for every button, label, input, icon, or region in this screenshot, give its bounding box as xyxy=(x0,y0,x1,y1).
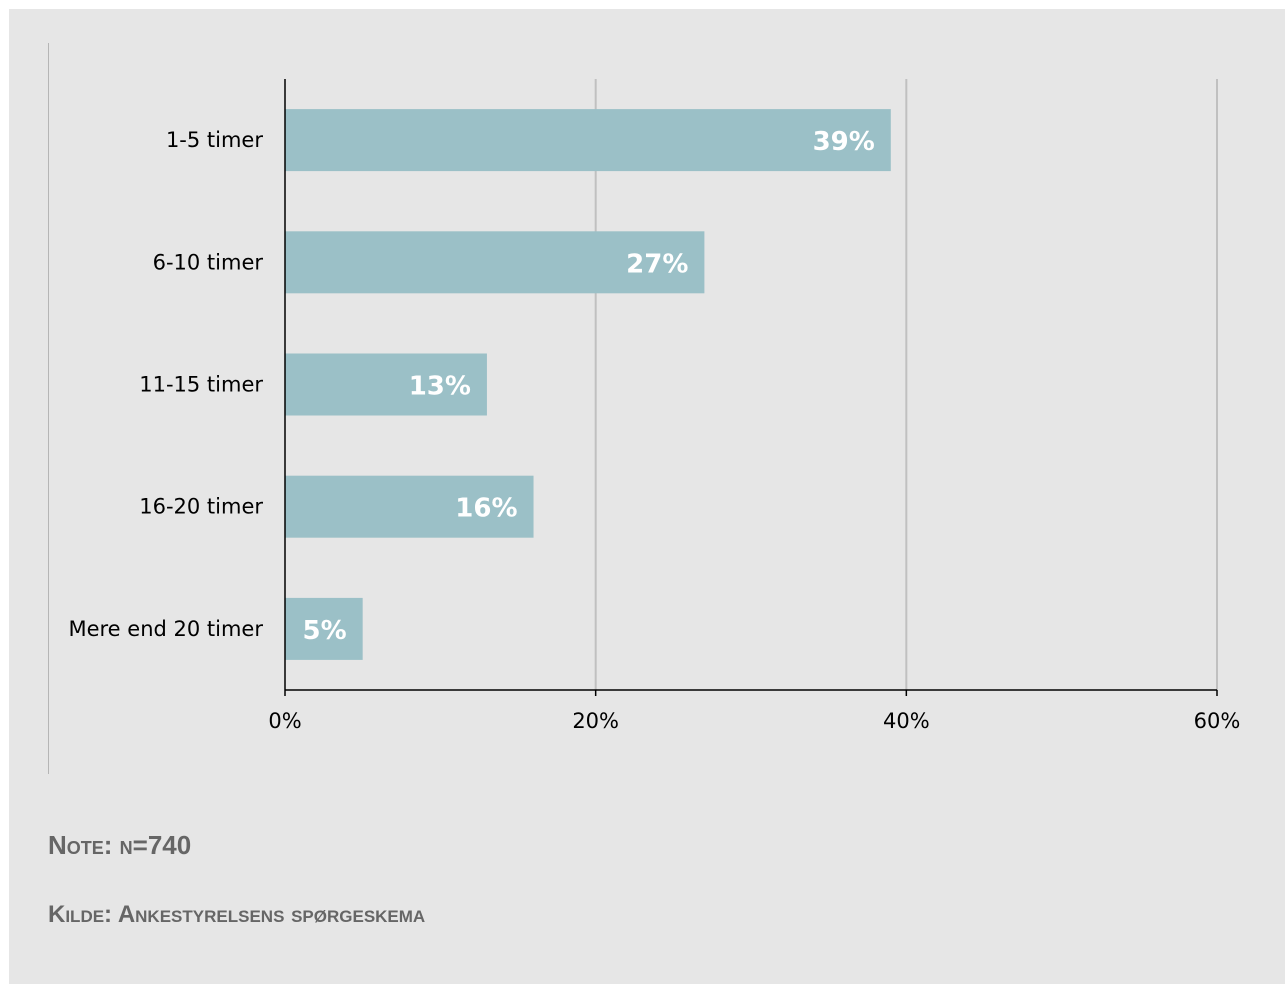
bar xyxy=(285,475,534,538)
data-label: 39% xyxy=(813,127,875,157)
bar xyxy=(285,597,363,660)
x-tick-label: 40% xyxy=(883,709,930,733)
chart-note: Note: n=740 xyxy=(48,830,192,860)
category-label: 6-10 timer xyxy=(153,250,264,274)
left-divider xyxy=(48,43,49,774)
chart-panel xyxy=(9,9,1285,984)
category-label: Mere end 20 timer xyxy=(68,617,263,641)
bar xyxy=(285,353,487,416)
chart-source: Kilde: Ankestyrelsens spørgeskema xyxy=(48,901,426,928)
category-label: 11-15 timer xyxy=(139,373,263,397)
data-label: 27% xyxy=(626,249,688,279)
bar xyxy=(285,231,705,294)
data-label: 13% xyxy=(409,372,471,402)
bars xyxy=(285,109,891,660)
data-label: 5% xyxy=(303,616,347,646)
category-label: 16-20 timer xyxy=(139,495,263,519)
category-label: 1-5 timer xyxy=(166,128,263,152)
labels: 39% 1-5 timer 27% 6-10 timer 13% 11-15 timer 1… xyxy=(68,127,1240,733)
bar xyxy=(285,109,891,172)
axes xyxy=(284,79,1218,696)
data-label: 16% xyxy=(455,494,517,524)
grid-lines xyxy=(594,79,1218,690)
x-tick-label: 0% xyxy=(268,709,301,733)
bar-chart: 39% 1-5 timer 27% 6-10 timer 13% 11-15 timer 1… xyxy=(68,79,1240,733)
x-tick-label: 60% xyxy=(1194,709,1241,733)
x-tick-label: 20% xyxy=(572,709,619,733)
